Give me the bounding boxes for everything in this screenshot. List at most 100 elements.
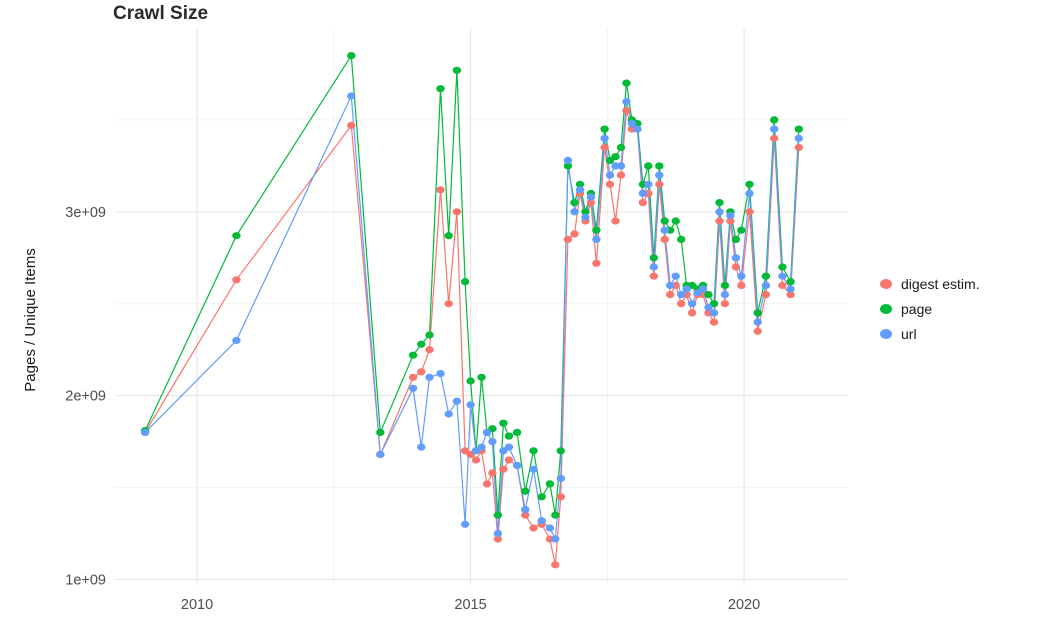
data-point-url [592, 235, 601, 243]
data-point-url [488, 438, 497, 446]
data-point-url [715, 208, 724, 216]
data-point-url [444, 410, 453, 418]
data-point-page [677, 235, 686, 243]
data-point-page [417, 340, 426, 348]
data-point-digest-estim- [417, 368, 426, 376]
y-tick-label: 3e+09 [65, 205, 106, 221]
data-point-url [655, 171, 664, 179]
data-point-page [644, 162, 653, 170]
legend-label: url [901, 326, 917, 342]
data-point-page [425, 331, 434, 339]
legend-item-page: page [880, 301, 980, 317]
data-point-page [436, 85, 445, 93]
data-point-url [347, 92, 356, 100]
data-point-digest-estim- [425, 346, 434, 354]
series-line-url [144, 93, 800, 542]
data-point-page [537, 493, 546, 501]
data-point-page [347, 52, 356, 60]
data-point-url [627, 120, 637, 128]
data-point-page [504, 432, 514, 440]
data-point-url [493, 529, 503, 538]
data-point-digest-estim- [444, 300, 453, 308]
data-point-url [677, 291, 686, 299]
data-point-page [770, 116, 779, 124]
data-point-url [633, 125, 642, 133]
x-tick-label: 2020 [728, 597, 760, 613]
legend-item-digest-estim-: digest estim. [880, 276, 980, 292]
data-point-url [737, 272, 746, 280]
chart-title: Crawl Size [113, 3, 209, 24]
data-point-digest-estim- [761, 291, 771, 299]
data-point-page [655, 162, 664, 170]
data-point-digest-estim- [563, 235, 573, 243]
data-point-page [611, 153, 620, 161]
data-point-digest-estim- [709, 318, 719, 326]
data-point-digest-estim- [232, 276, 241, 284]
data-point-url [482, 428, 492, 436]
data-point-page [671, 217, 680, 225]
data-point-page [581, 208, 590, 216]
legend: digest estim. page url [880, 276, 980, 342]
data-point-digest-estim- [493, 535, 503, 543]
data-point-url [586, 193, 596, 201]
series-line-digest-estim- [144, 110, 800, 565]
data-point-page [660, 217, 669, 225]
data-point-page [444, 232, 453, 240]
y-axis-label: Pages / Unique Items [22, 247, 39, 392]
data-point-digest-estim- [504, 456, 514, 464]
data-point-digest-estim- [605, 180, 615, 188]
y-tick-label: 1e+09 [65, 572, 106, 588]
data-point-page [753, 309, 762, 317]
data-point-url [537, 517, 546, 525]
data-point-url [786, 285, 795, 293]
data-point-url [376, 450, 385, 459]
data-point-digest-estim- [556, 493, 565, 501]
data-point-url [600, 134, 609, 142]
data-point-digest-estim- [745, 208, 754, 216]
data-point-url [581, 213, 590, 221]
data-point-digest-estim- [655, 180, 664, 188]
data-point-digest-estim- [611, 217, 620, 225]
data-point-page [551, 511, 560, 519]
data-point-url [408, 384, 418, 392]
legend-key-dot [880, 279, 892, 289]
data-point-digest-estim- [600, 143, 609, 152]
data-point-url [709, 309, 719, 317]
data-point-digest-estim- [482, 480, 492, 488]
y-tick-label: 2e+09 [65, 389, 106, 405]
data-point-digest-estim- [452, 208, 462, 216]
x-tick-label: 2015 [454, 597, 486, 613]
data-point-url [644, 180, 653, 188]
data-point-digest-estim- [408, 373, 418, 381]
legend-item-url: url [880, 326, 980, 342]
data-point-url [622, 97, 631, 106]
data-point-digest-estim- [731, 263, 741, 271]
data-point-digest-estim- [529, 524, 538, 532]
legend-key-dot [880, 329, 892, 339]
data-point-page [704, 291, 713, 299]
data-point-url [436, 370, 445, 378]
data-point-page [761, 272, 771, 280]
data-point-page [452, 66, 462, 74]
data-point-page [575, 180, 585, 188]
data-point-url [575, 186, 585, 194]
data-point-page [616, 143, 626, 152]
data-point-url [726, 211, 735, 220]
data-point-digest-estim- [666, 291, 675, 299]
data-point-url [770, 125, 779, 133]
data-point-page [786, 278, 795, 286]
data-point-page [512, 428, 522, 436]
data-point-url [649, 263, 658, 271]
data-point-url [452, 397, 462, 405]
x-tick-label: 2010 [181, 597, 213, 613]
data-point-url [638, 189, 648, 197]
data-point-page [477, 373, 486, 381]
data-point-page [563, 162, 573, 170]
data-point-page [622, 79, 631, 87]
data-point-url [687, 300, 697, 308]
data-point-digest-estim- [347, 121, 356, 129]
data-point-url [232, 336, 241, 345]
data-point-digest-estim- [786, 291, 795, 299]
data-point-digest-estim- [638, 199, 648, 207]
